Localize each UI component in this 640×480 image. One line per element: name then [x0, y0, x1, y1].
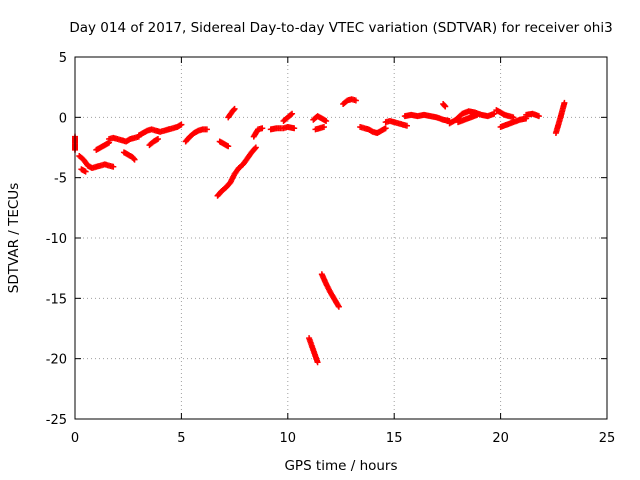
x-tick-label: 25 [599, 431, 616, 446]
x-tick-label: 5 [177, 431, 185, 446]
series-arc-31 [552, 99, 568, 137]
series-arc-9 [165, 121, 185, 133]
series-arc-30 [523, 110, 542, 120]
data-point [287, 111, 294, 118]
data-point [203, 126, 210, 133]
series-arc-17 [306, 335, 321, 366]
series-arc-21 [340, 96, 359, 108]
series-arc-10 [182, 126, 210, 145]
data-point [252, 145, 259, 152]
series-arc-16 [280, 110, 296, 124]
data-point [252, 144, 259, 151]
data-point [82, 168, 89, 175]
data-point [314, 359, 321, 366]
series-arc-22 [357, 123, 389, 137]
series-arc-12 [216, 138, 232, 150]
series-arc-25 [440, 101, 449, 110]
y-tick-label: -5 [54, 172, 67, 187]
series-arc-28 [493, 107, 517, 121]
data-point [154, 136, 161, 143]
data-point [225, 143, 232, 150]
data-point [291, 125, 298, 132]
data-point [320, 123, 327, 130]
series-arc-24 [401, 111, 453, 124]
data-point [110, 163, 117, 170]
series-arc-23 [382, 117, 410, 129]
series-arc-8 [146, 136, 161, 149]
data-point [323, 117, 330, 124]
series-arc-15 [267, 123, 298, 133]
data-point [352, 97, 359, 104]
chart-title: Day 014 of 2017, Sidereal Day-to-day VTE… [69, 20, 612, 36]
y-tick-label: 5 [59, 51, 67, 66]
series-arc-5 [106, 133, 142, 145]
data-point [231, 105, 238, 112]
data-point [131, 156, 138, 163]
data-point [474, 111, 481, 118]
data-point [403, 122, 410, 129]
y-tick-label: -10 [46, 232, 67, 247]
series-arc-11 [214, 144, 259, 199]
y-tick-label: -25 [46, 413, 67, 428]
data-point [535, 113, 542, 120]
x-tick-label: 0 [71, 431, 79, 446]
series-arc-4 [93, 139, 113, 153]
y-tick-label: 0 [59, 111, 67, 126]
x-tick-label: 15 [386, 431, 403, 446]
series-arc-13 [225, 105, 238, 121]
series-arc-19 [310, 113, 330, 124]
y-tick-label: -15 [46, 292, 67, 307]
x-tick-label: 10 [280, 431, 297, 446]
series-arc-20 [312, 123, 327, 133]
x-tick-label: 20 [492, 431, 509, 446]
data-point [561, 99, 568, 106]
x-axis-label: GPS time / hours [284, 458, 397, 474]
series-arc-14 [250, 125, 266, 140]
series-arc-6 [120, 149, 138, 163]
data-point [491, 110, 498, 117]
data-point [259, 125, 266, 132]
axis-ticks: 0 5 10 15 20 25 5 0 -5 -10 -15 -20 -25 [46, 51, 616, 446]
data-point [289, 110, 296, 117]
data-point [178, 121, 185, 128]
series-arc-7 [135, 126, 172, 139]
y-axis-label: SDTVAR / TECUs [6, 183, 22, 293]
series-arc-29 [497, 115, 530, 130]
series-arc-27 [455, 111, 481, 126]
series-arc-3 [78, 166, 89, 175]
series-arc-18 [318, 271, 342, 310]
y-tick-label: -20 [46, 353, 67, 368]
data-point [335, 303, 342, 310]
data-point [382, 125, 389, 132]
series-arc-2 [76, 152, 117, 172]
data-point [442, 103, 449, 110]
